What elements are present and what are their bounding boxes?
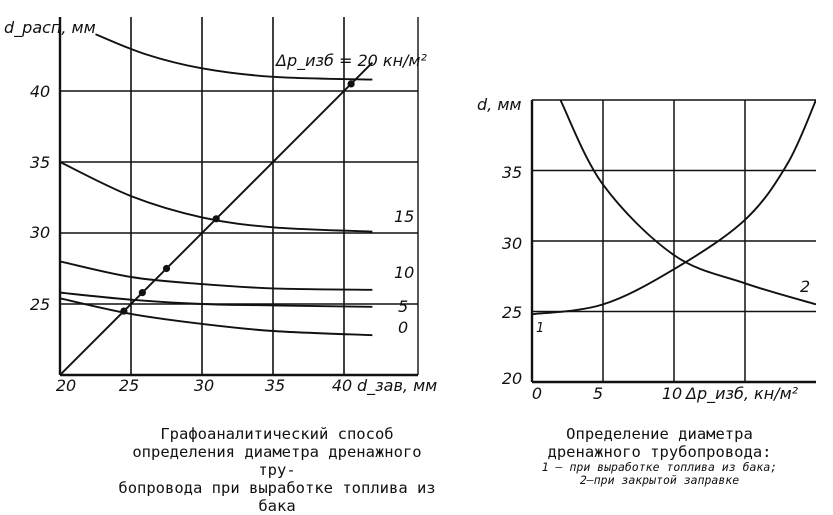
x-axis-label: d_зав, мм [357, 376, 437, 396]
x-tick-label: 40 [332, 376, 352, 395]
y-tick-label: 40 [30, 82, 50, 101]
legend-entry-1: 1 — при выработке топлива из бака; [541, 460, 778, 474]
intersection-point [120, 307, 128, 315]
intersection-point [138, 289, 146, 297]
x-tick-label: 25 [119, 376, 139, 395]
x-tick-label: 35 [265, 376, 285, 395]
caption-right-line-2: дренажного трубопровода: [547, 443, 772, 461]
y-tick-label: 25 [30, 295, 50, 314]
series-label-15: 15 [394, 207, 414, 226]
x-tick-label: 20 [56, 376, 76, 395]
series-line-left-4 [60, 297, 373, 337]
y-axis-label: d_расп, мм [4, 18, 96, 38]
intersection-point [162, 264, 171, 273]
intersection-point [347, 80, 355, 88]
series-label-2: 2 [800, 277, 810, 296]
y-tick-label: 25 [502, 303, 522, 322]
series-line-right-1 [532, 100, 816, 316]
series-line-right-2 [559, 100, 816, 306]
series-line-left-1 [60, 161, 373, 233]
y-tick-label: 35 [502, 163, 522, 182]
series-group-left [60, 33, 374, 375]
y-tick-label: 35 [30, 153, 50, 172]
series-label-10: 10 [394, 263, 414, 282]
caption-left-line-4: бака [258, 497, 296, 515]
y-axis-label: d, мм [477, 95, 521, 114]
series-line-left-2 [60, 260, 373, 291]
y-tick-label: 30 [30, 223, 50, 242]
series-group-right [532, 100, 816, 316]
series-label-1: 1 [536, 321, 544, 336]
y-tick-label: 20 [502, 369, 522, 388]
caption-left-line-2: определения диаметра дренажного тру- [132, 443, 422, 479]
x-tick-label: 5 [593, 384, 603, 403]
caption-right-line-1: Определение диаметра [566, 425, 753, 443]
caption-left-line-1: Графоаналитический способ [160, 425, 394, 443]
intersection-point [212, 215, 220, 223]
series-line-left-0 [95, 33, 373, 81]
chart-left: 20 25 30 35 40 25 30 35 40 d_зав, мм d_расп, мм Δp_… [4, 17, 437, 396]
series-label-20: Δp_изб = 20 кн/м² [274, 51, 427, 71]
series-line-left-3 [60, 291, 373, 308]
caption-right: Определение диаметра дренажного трубопро… [492, 425, 827, 487]
x-tick-label: 30 [194, 376, 214, 395]
caption-left: Графоаналитический способ определения ди… [112, 425, 442, 515]
legend-entry-2: 2—при закрытой заправке [579, 473, 740, 487]
x-tick-label: 0 [532, 384, 542, 403]
chart-right: 0 5 10 20 25 30 35 Δp_изб, кн/м² d, мм 1 2 [477, 95, 816, 404]
y-tick-label: 30 [502, 234, 522, 253]
series-label-0: 0 [398, 318, 408, 337]
series-label-5: 5 [398, 297, 408, 316]
caption-left-line-3: бопровода при выработке топлива из [118, 479, 436, 497]
x-tick-label: 10 [662, 384, 682, 403]
x-axis-label: Δp_изб, кн/м² [684, 384, 799, 404]
